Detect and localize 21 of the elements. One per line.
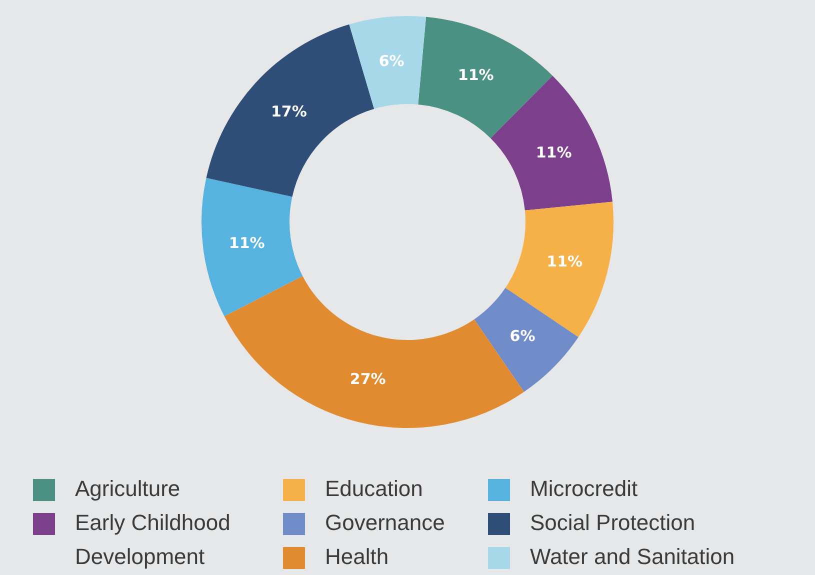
donut-slice: [474, 288, 578, 392]
data-label: 6%: [378, 52, 404, 70]
legend-label: Social Protection: [530, 509, 696, 537]
legend-label: Water and Sanitation: [530, 543, 735, 571]
donut-slice: [206, 24, 374, 197]
donut-slice: [349, 16, 426, 109]
legend-label: Education: [325, 475, 423, 503]
data-label: 11%: [458, 66, 494, 84]
donut-slice: [202, 178, 303, 316]
data-label: 11%: [228, 234, 265, 252]
legend-label: Agriculture: [75, 475, 180, 503]
data-label: 6%: [510, 327, 536, 346]
legend-label: Microcredit: [530, 475, 638, 503]
data-label: 17%: [270, 102, 307, 121]
data-label: 11%: [546, 252, 583, 271]
legend-label: Governance: [325, 509, 445, 537]
data-label: 27%: [350, 370, 386, 388]
legend-label: Health: [325, 543, 389, 571]
donut-slice: [418, 16, 553, 138]
data-label: 11%: [536, 143, 572, 162]
legend-label: Early Childhood Development: [75, 509, 232, 571]
